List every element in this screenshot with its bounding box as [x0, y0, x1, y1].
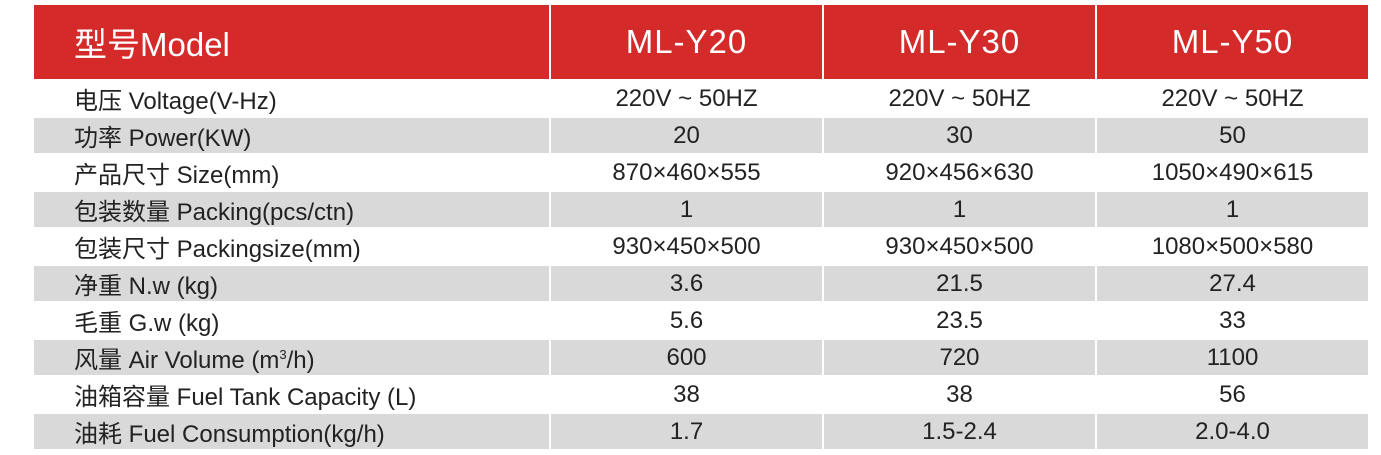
cell-value: 1 [549, 190, 823, 228]
cell-value: 1100 [1095, 338, 1368, 376]
cell-value: 56 [1095, 375, 1368, 413]
row-voltage: 电压 Voltage(V-Hz) 220V ~ 50HZ 220V ~ 50HZ… [34, 79, 1368, 117]
cell-value: 30 [822, 116, 1096, 154]
cell-value: 33 [1095, 301, 1368, 339]
row-label-prefix: 风量 Air Volume (m [74, 347, 280, 374]
row-air-volume: 风量 Air Volume (m3/h) 600 720 1100 [34, 338, 1368, 376]
header-model-y20: ML-Y20 [549, 5, 823, 80]
cell-value: 3.6 [549, 264, 823, 302]
header-model-y50: ML-Y50 [1095, 5, 1368, 80]
cell-value: 1080×500×580 [1095, 227, 1368, 265]
row-packing: 包装数量 Packing(pcs/ctn) 1 1 1 [34, 190, 1368, 228]
row-fuel-consumption: 油耗 Fuel Consumption(kg/h) 1.7 1.5-2.4 2.… [34, 412, 1368, 449]
row-fuel-tank: 油箱容量 Fuel Tank Capacity (L) 38 38 56 [34, 375, 1368, 413]
cell-value: 720 [822, 338, 1096, 376]
cell-value: 5.6 [549, 301, 823, 339]
cell-value: 38 [822, 375, 1096, 413]
cell-value: 27.4 [1095, 264, 1368, 302]
cell-value: 2.0-4.0 [1095, 412, 1368, 449]
row-label-suffix: /h) [286, 347, 315, 374]
row-label: 电压 Voltage(V-Hz) [34, 79, 550, 117]
cell-value: 20 [549, 116, 823, 154]
row-label: 风量 Air Volume (m3/h) [34, 338, 550, 376]
cell-value: 920×456×630 [822, 153, 1096, 191]
row-label: 净重 N.w (kg) [34, 264, 550, 302]
row-label: 包装尺寸 Packingsize(mm) [34, 227, 550, 265]
row-gross-weight: 毛重 G.w (kg) 5.6 23.5 33 [34, 301, 1368, 339]
cell-value: 930×450×500 [822, 227, 1096, 265]
row-label: 功率 Power(KW) [34, 116, 550, 154]
cell-value: 220V ~ 50HZ [1095, 79, 1368, 117]
cell-value: 220V ~ 50HZ [822, 79, 1096, 117]
cell-value: 38 [549, 375, 823, 413]
cell-value: 600 [549, 338, 823, 376]
cell-value: 1.7 [549, 412, 823, 449]
row-label: 包装数量 Packing(pcs/ctn) [34, 190, 550, 228]
row-label: 产品尺寸 Size(mm) [34, 153, 550, 191]
row-label: 油耗 Fuel Consumption(kg/h) [34, 412, 550, 449]
cell-value: 1 [822, 190, 1096, 228]
row-packing-size: 包装尺寸 Packingsize(mm) 930×450×500 930×450… [34, 227, 1368, 265]
row-label: 毛重 G.w (kg) [34, 301, 550, 339]
row-label-superscript: 3 [279, 347, 287, 362]
row-label: 油箱容量 Fuel Tank Capacity (L) [34, 375, 550, 413]
header-model-y30: ML-Y30 [822, 5, 1096, 80]
cell-value: 930×450×500 [549, 227, 823, 265]
cell-value: 1 [1095, 190, 1368, 228]
row-power: 功率 Power(KW) 20 30 50 [34, 116, 1368, 154]
cell-value: 220V ~ 50HZ [549, 79, 823, 117]
cell-value: 50 [1095, 116, 1368, 154]
cell-value: 1.5-2.4 [822, 412, 1096, 449]
row-size: 产品尺寸 Size(mm) 870×460×555 920×456×630 10… [34, 153, 1368, 191]
cell-value: 870×460×555 [549, 153, 823, 191]
spec-table: 型号Model ML-Y20 ML-Y30 ML-Y50 电压 Voltage(… [34, 5, 1368, 449]
header-model-label: 型号Model [34, 5, 550, 80]
cell-value: 21.5 [822, 264, 1096, 302]
row-net-weight: 净重 N.w (kg) 3.6 21.5 27.4 [34, 264, 1368, 302]
cell-value: 1050×490×615 [1095, 153, 1368, 191]
header-row: 型号Model ML-Y20 ML-Y30 ML-Y50 [34, 5, 1368, 80]
cell-value: 23.5 [822, 301, 1096, 339]
